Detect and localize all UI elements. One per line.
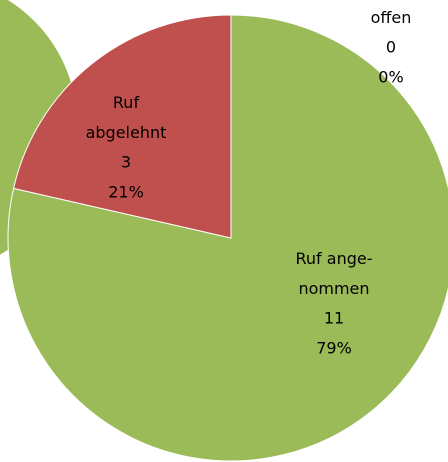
category-label: Ruf ange-nommen xyxy=(296,249,373,298)
pie-slice xyxy=(7,14,448,462)
value-label: 0 xyxy=(386,38,396,57)
percent-label: 0% xyxy=(378,68,403,87)
percent-label: 21% xyxy=(108,183,144,202)
pie xyxy=(7,14,448,462)
value-label: 11 xyxy=(324,309,344,328)
data-labels: offen 0 0% Ruf ange-nommen 11 79% Ruf abgelehnt… xyxy=(86,8,412,358)
percent-label: 79% xyxy=(316,339,352,358)
category-label: offen xyxy=(371,8,412,27)
value-label: 3 xyxy=(121,153,131,172)
category-label: Ruf abgelehnt xyxy=(86,93,167,142)
pie-slice xyxy=(12,14,232,239)
